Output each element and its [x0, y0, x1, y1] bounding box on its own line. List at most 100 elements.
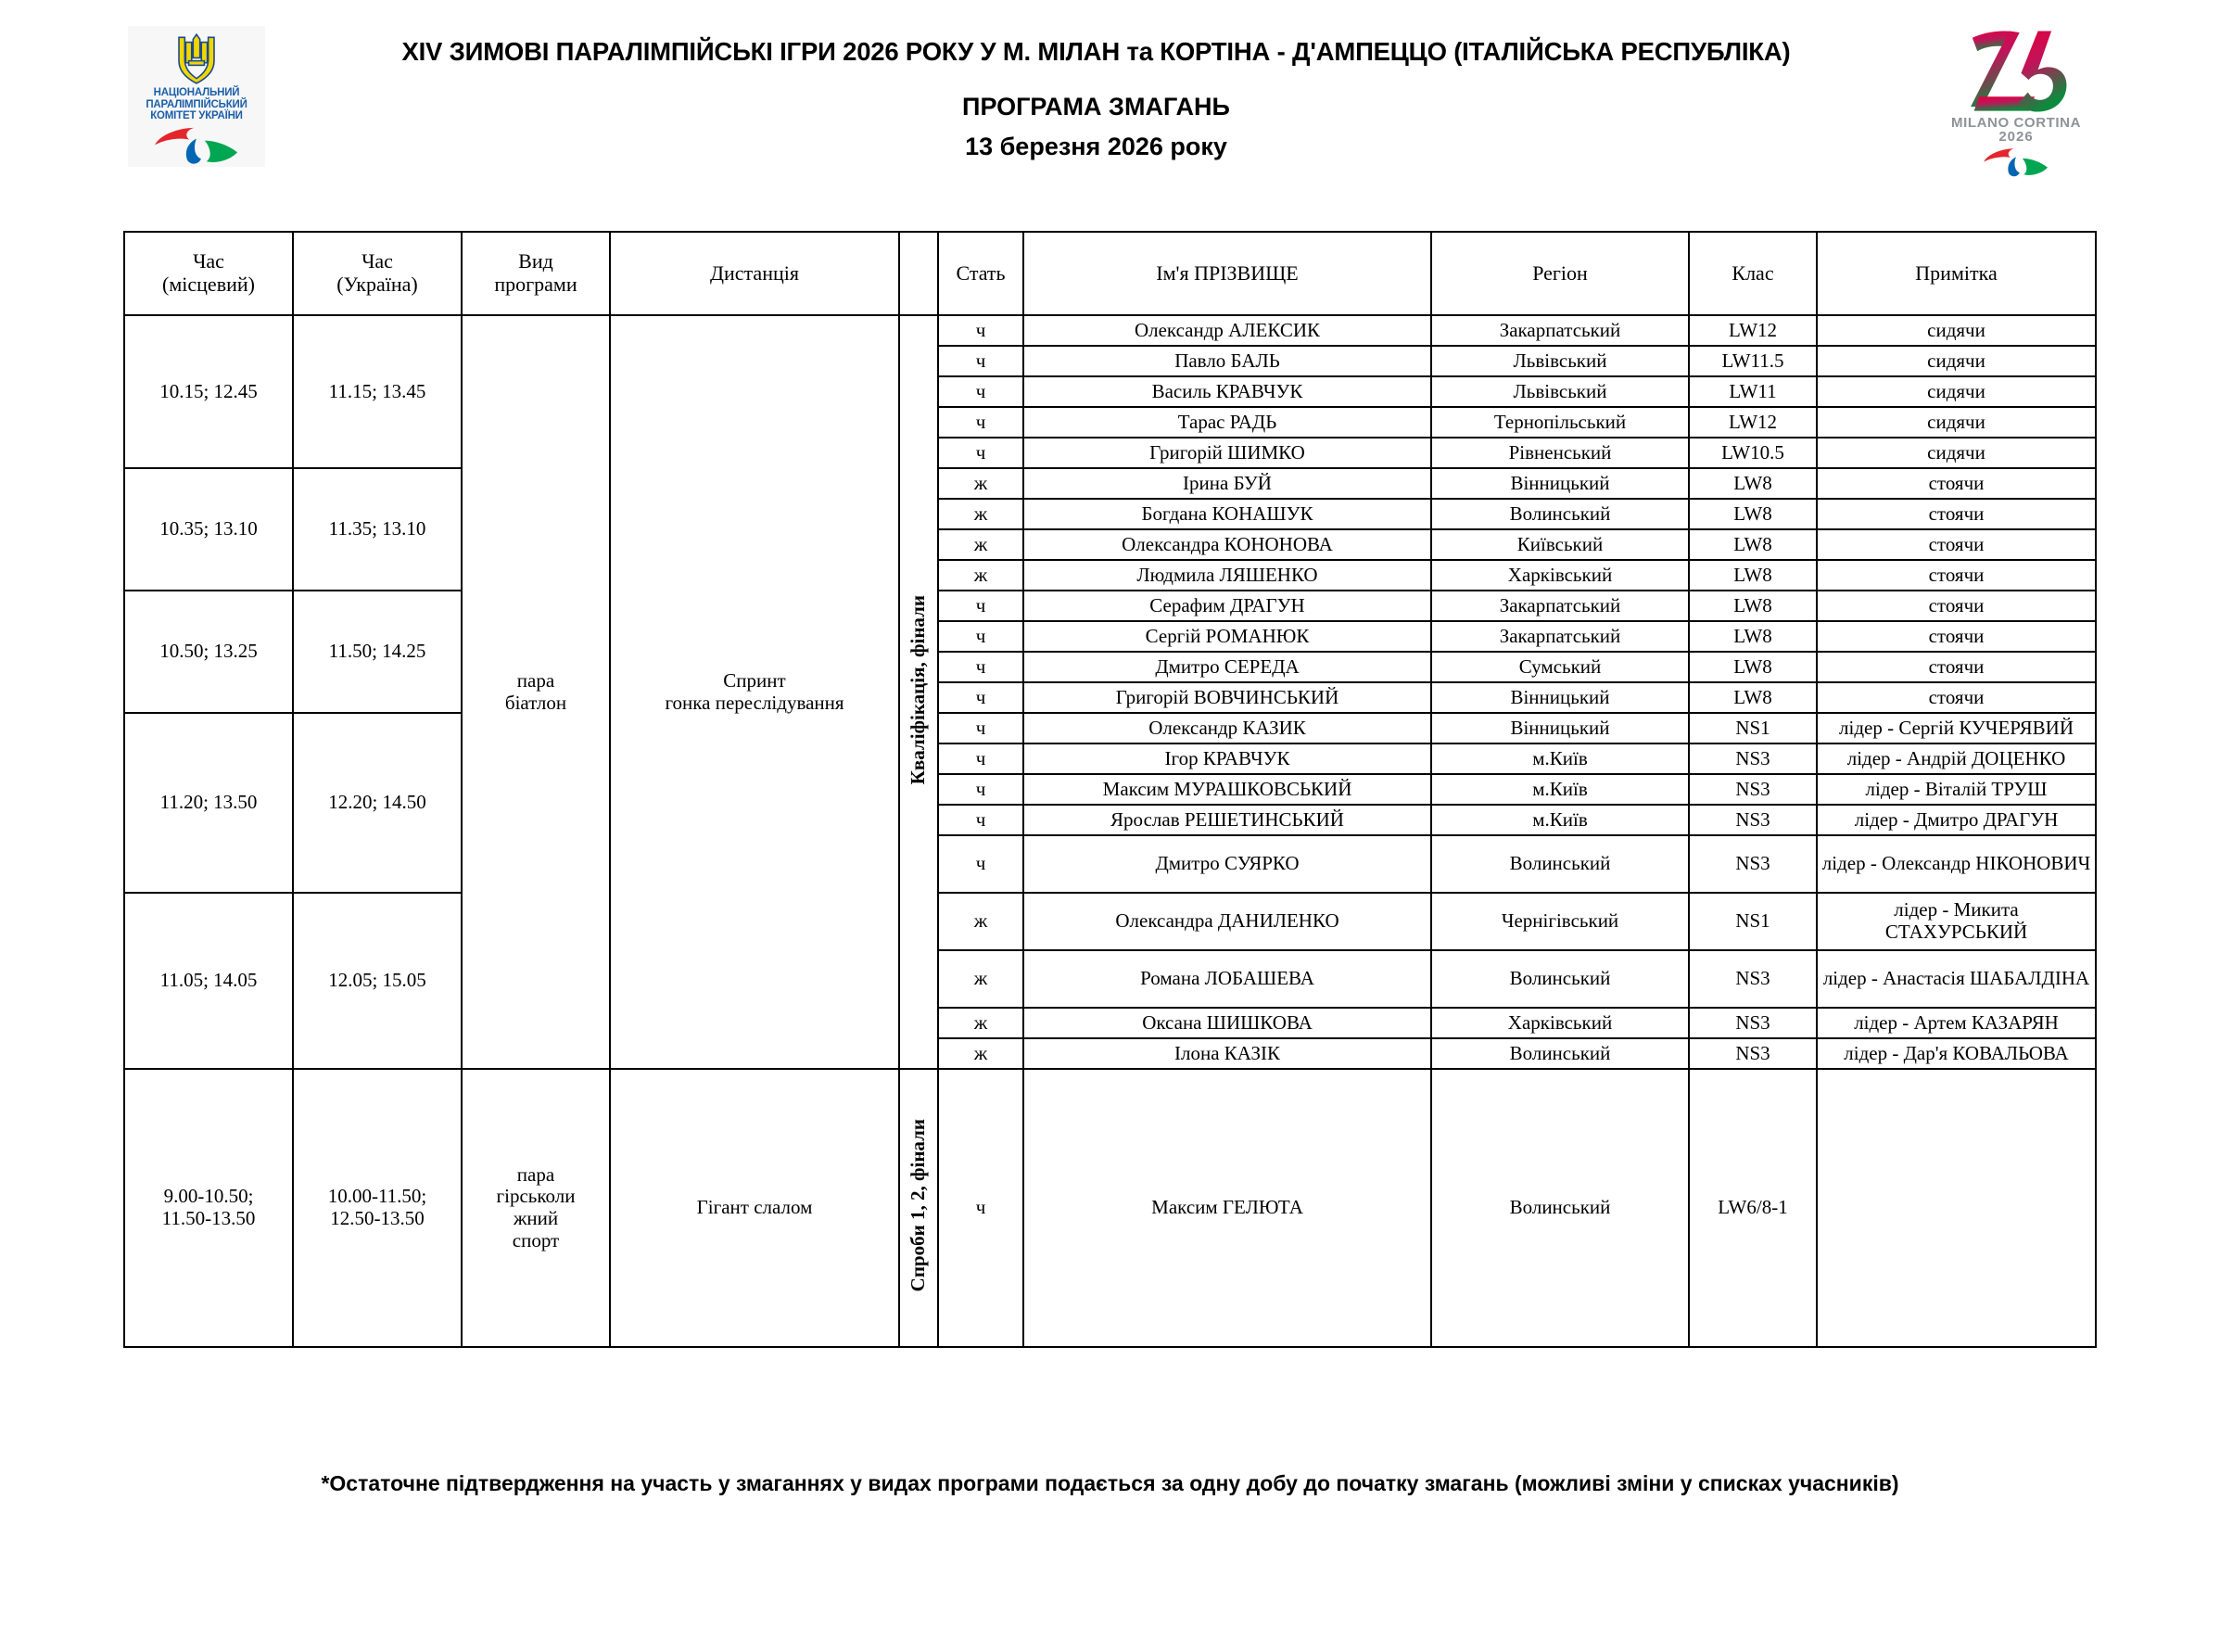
cell-class: LW8 [1688, 559, 1818, 591]
cell-class: LW8 [1688, 620, 1818, 653]
cell-name: Дмитро СЕРЕДА [1022, 651, 1432, 683]
cell-sex: ж [937, 949, 1024, 1009]
cell-name: Олександр АЛЕКСИК [1022, 314, 1432, 347]
agitos-icon-small [1984, 148, 2048, 177]
cell-class: NS1 [1688, 712, 1818, 744]
table-row: 9.00-10.50; 11.50-13.50 10.00-11.50; 12.50-… [123, 1068, 2097, 1348]
table-row: ч Максим МУРАШКОВСЬКИЙ м.Київ NS3 лідер - Ві… [124, 773, 2097, 806]
cell-time-ukraine: 12.20; 14.50 [292, 712, 463, 894]
cell-note: лідер - Анастасія ШАБАЛДІНА [1816, 949, 2097, 1009]
col-header-kind-line2: програми [494, 273, 577, 296]
table-row: 10.15; 12.45 11.15; 13.45 пара біатлон Сприн… [123, 314, 2097, 1070]
table-row: ж Романа ЛОБАШЕВА Волинський NS3 лідер - Ана… [124, 949, 2097, 1009]
cell-class: NS3 [1688, 1007, 1818, 1039]
cell-sport-kind: пара біатлон [461, 314, 611, 1070]
cell-note: лідер - Олександр НІКОНОВИЧ [1816, 834, 2097, 894]
cell-sex: ч [937, 743, 1024, 775]
cell-region: Закарпатський [1430, 314, 1690, 347]
cell-name: Григорій ШИМКО [1022, 437, 1432, 469]
npc-logo-line-2: ПАРАЛІМПІЙСЬКИЙ [146, 98, 247, 110]
cell-time-local: 10.15; 12.45 [123, 314, 294, 469]
cell-time-local: 10.50; 13.25 [123, 590, 294, 714]
cell-class: NS3 [1688, 804, 1818, 836]
table-row: ч Ярослав РЕШЕТИНСЬКИЙ м.Київ NS3 лідер - Дм… [124, 804, 2097, 836]
cell-class: NS3 [1688, 773, 1818, 806]
cell-class: LW8 [1688, 590, 1818, 622]
schedule-table: Час (місцевий) Час (Україна) Вид програм… [123, 231, 2097, 1348]
cell-class: LW6/8-1 [1688, 1068, 1818, 1348]
cell-sex: ч [937, 804, 1024, 836]
cell-note [1816, 1068, 2097, 1348]
table-row: 11.20; 13.50 12.20; 14.50 ч Олександр КАЗИК… [123, 712, 2097, 894]
table-row: ч Павло БАЛЬ Львівський LW11.5 сидячи [124, 345, 2097, 377]
cell-class: LW12 [1688, 314, 1818, 347]
cell-sport-kind-line1: пара [516, 668, 555, 692]
col-header-sex: Стать [937, 231, 1024, 316]
milano-cortina-26-mark-icon [1971, 31, 2067, 112]
cell-sex: ч [937, 681, 1024, 714]
cell-time-ukraine: 12.05; 15.05 [292, 892, 463, 1070]
col-header-time-local: Час (місцевий) [123, 231, 294, 316]
cell-time-ukraine: 11.50; 14.25 [292, 590, 463, 714]
cell-name: Олександра КОНОНОВА [1022, 528, 1432, 561]
table-row: ч Григорій ШИМКО Рівненський LW10.5 сидячи [124, 437, 2097, 469]
cell-name: Максим МУРАШКОВСЬКИЙ [1022, 773, 1432, 806]
cell-name: Тарас РАДЬ [1022, 406, 1432, 438]
cell-name: Ірина БУЙ [1022, 467, 1432, 500]
cell-name: Ілона КАЗІК [1022, 1037, 1432, 1070]
cell-sex: ч [937, 375, 1024, 408]
cell-sex: ч [937, 437, 1024, 469]
cell-time-local: 11.05; 14.05 [123, 892, 294, 1070]
cell-name: Максим ГЕЛЮТА [1022, 1068, 1432, 1348]
cell-name: Григорій ВОВЧИНСЬКИЙ [1022, 681, 1432, 714]
cell-sex: ч [937, 651, 1024, 683]
col-header-time-ukraine-line2: (Україна) [336, 273, 418, 296]
cell-name: Дмитро СУЯРКО [1022, 834, 1432, 894]
cell-stage-label: Спроби 1, 2, фінали [907, 1119, 930, 1292]
cell-note: стоячи [1816, 590, 2097, 622]
cell-class: LW8 [1688, 528, 1818, 561]
cell-name: Василь КРАВЧУК [1022, 375, 1432, 408]
col-header-time-ukraine: Час (Україна) [292, 231, 463, 316]
cell-region: Львівський [1430, 375, 1690, 408]
cell-sex: ч [937, 406, 1024, 438]
cell-note: стоячи [1816, 651, 2097, 683]
milano-cortina-wordmark: MILANO CORTINA [1950, 115, 2082, 131]
cell-sex: ч [937, 834, 1024, 894]
cell-name: Олександра ДАНИЛЕНКО [1022, 892, 1432, 951]
program-subtitle: ПРОГРАМА ЗМАГАНЬ [962, 93, 1230, 121]
table-row: ж Людмила ЛЯШЕНКО Харківський LW8 стоячи [124, 559, 2097, 591]
col-header-time-local-line2: (місцевий) [162, 273, 255, 296]
npc-logo-line-3: КОМІТЕТ УКРАЇНИ [150, 110, 243, 121]
cell-name: Ігор КРАВЧУК [1022, 743, 1432, 775]
col-header-note: Примітка [1816, 231, 2097, 316]
agitos-icon [155, 127, 237, 164]
cell-sex: ж [937, 1037, 1024, 1070]
cell-note: лідер - Віталій ТРУШ [1816, 773, 2097, 806]
cell-stage-label: Кваліфікація, фінали [907, 594, 930, 784]
cell-note: лідер - Артем КАЗАРЯН [1816, 1007, 2097, 1039]
cell-region: Закарпатський [1430, 620, 1690, 653]
cell-sex: ч [937, 712, 1024, 744]
cell-class: NS3 [1688, 949, 1818, 1009]
cell-name: Серафим ДРАГУН [1022, 590, 1432, 622]
col-header-kind-line1: Вид [518, 249, 553, 273]
cell-region: Волинський [1430, 834, 1690, 894]
table-row: 11.05; 14.05 12.05; 15.05 ж Олександра ДАНИ… [123, 892, 2097, 1070]
cell-name: Оксана ШИШКОВА [1022, 1007, 1432, 1039]
cell-name: Ярослав РЕШЕТИНСЬКИЙ [1022, 804, 1432, 836]
cell-region: Чернігівський [1430, 892, 1690, 951]
cell-note: лідер - Дмитро ДРАГУН [1816, 804, 2097, 836]
page-title: XIV ЗИМОВІ ПАРАЛІМПІЙСЬКІ ІГРИ 2026 РОКУ… [401, 37, 1791, 66]
cell-sex: ч [937, 773, 1024, 806]
cell-note: стоячи [1816, 620, 2097, 653]
cell-note: сидячи [1816, 406, 2097, 438]
cell-region: м.Київ [1430, 743, 1690, 775]
cell-class: NS3 [1688, 834, 1818, 894]
cell-sport-kind-line2: біатлон [504, 691, 567, 714]
cell-time-local-line1: 9.00-10.50; [163, 1185, 254, 1208]
cell-region: м.Київ [1430, 773, 1690, 806]
table-row: 10.35; 13.10 11.35; 13.10 ж Ірина БУЙ Вінниц… [123, 467, 2097, 591]
table-row: 10.50; 13.25 11.50; 14.25 ч Серафим ДРАГУН З… [123, 590, 2097, 714]
table-row: ж Олександра КОНОНОВА Київський LW8 стоячи [124, 528, 2097, 561]
